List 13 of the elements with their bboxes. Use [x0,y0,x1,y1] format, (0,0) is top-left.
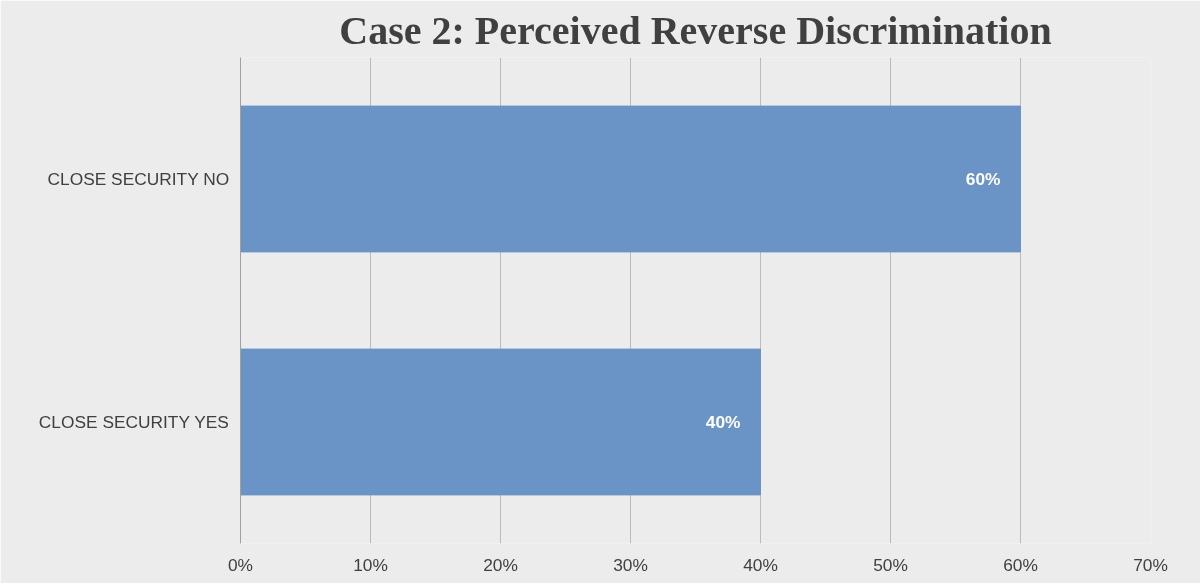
x-tick-label: 0% [227,554,254,575]
x-tick-label: 30% [613,554,648,575]
chart-title: Case 2: Perceived Reverse Discrimination [339,7,1052,53]
x-tick-label: 50% [873,554,908,575]
x-tick-label: 20% [483,554,518,575]
data-label: 60% [965,169,1001,189]
y-tick-label: CLOSE SECURITY YES [38,412,229,432]
x-tick-label: 40% [743,554,778,575]
y-tick-label: CLOSE SECURITY NO [47,169,230,189]
x-tick-label: 10% [353,554,388,575]
x-tick-label: 60% [1003,554,1038,575]
data-label: 40% [705,412,741,432]
x-tick-label: 70% [1133,554,1168,575]
